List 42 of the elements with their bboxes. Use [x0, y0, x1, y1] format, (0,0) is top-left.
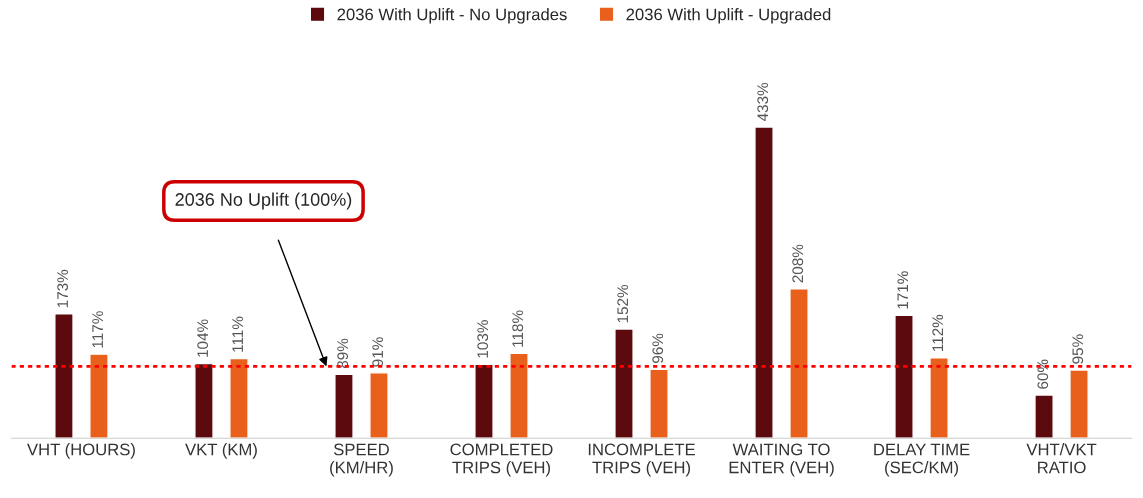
bar [789, 288, 809, 439]
x-tick-label: DELAY TIME (SEC/KM) [874, 443, 970, 477]
data-label: 173% [57, 269, 69, 308]
bar [229, 357, 249, 439]
x-tick-label: VKT (KM) [185, 443, 257, 459]
bar [89, 353, 109, 439]
bar [894, 314, 914, 439]
bar [369, 372, 389, 439]
legend-label: 2036 With Uplift - No Upgrades [337, 8, 567, 24]
bar [1069, 369, 1089, 439]
bar [1034, 394, 1054, 439]
data-label: 60% [1037, 359, 1049, 389]
x-tick-label: SPEED (KM/HR) [330, 443, 393, 477]
bar [474, 363, 494, 439]
bar [649, 368, 669, 439]
data-label: 103% [477, 320, 489, 358]
bar [334, 373, 354, 439]
legend-label: 2036 With Uplift - Upgraded [626, 8, 831, 24]
data-label: 208% [792, 244, 804, 283]
data-label: 118% [512, 310, 524, 347]
data-label: 152% [617, 284, 629, 323]
bar [614, 328, 634, 439]
data-label: 117% [92, 311, 103, 348]
x-tick-label: INCOMPLETE TRIPS (VEH) [588, 443, 695, 477]
annotation: 2036 No Uplift (100%) [175, 192, 352, 210]
bar [54, 313, 74, 439]
data-label: 95% [1072, 334, 1084, 364]
bar [194, 362, 214, 439]
data-label: 111% [232, 316, 243, 352]
data-label: 91% [372, 337, 384, 367]
data-label: 433% [757, 82, 769, 122]
x-tick-label: COMPLETED TRIPS (VEH) [450, 443, 553, 477]
x-tick-label: VHT (HOURS) [27, 443, 135, 459]
x-tick-label: VHT/VKT RATIO [1026, 443, 1097, 474]
bar [929, 357, 949, 439]
data-label: 96% [652, 333, 664, 363]
x-tick-label: WAITING TO ENTER (VEH) [729, 443, 834, 477]
bar [509, 352, 529, 439]
bar [754, 126, 774, 439]
data-label: 171% [897, 271, 909, 309]
data-label: 112% [932, 314, 944, 352]
data-label: 104% [197, 319, 209, 357]
